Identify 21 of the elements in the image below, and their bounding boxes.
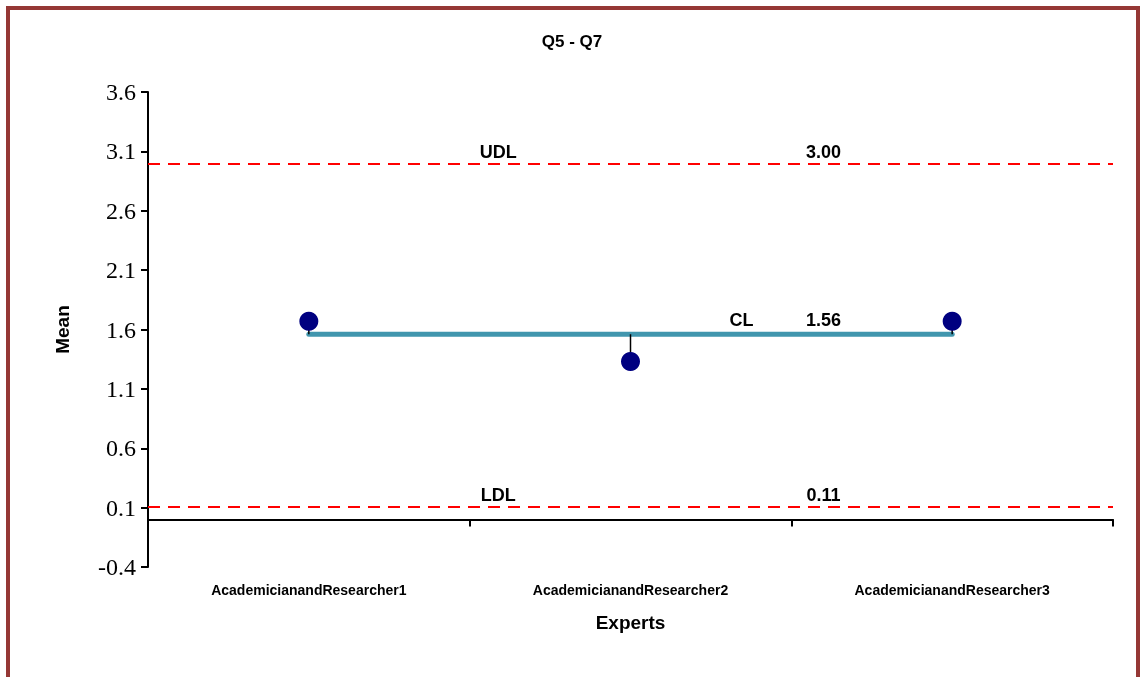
y-tick-label: 0.1 [106, 494, 136, 521]
x-axis-title: Experts [595, 612, 666, 633]
ref-line-label: LDL [480, 485, 516, 506]
y-axis-title: Mean [52, 305, 73, 354]
series-label: CL [729, 310, 754, 331]
y-tick-label: 2.1 [106, 257, 136, 284]
y-tick-label: 1.1 [106, 375, 136, 402]
y-tick-label: 2.6 [106, 197, 136, 224]
annotation: 3.00 [805, 142, 842, 163]
x-tick-label: AcademicianandResearcher1 [211, 582, 407, 598]
x-tick-label: AcademicianandResearcher2 [532, 582, 729, 598]
y-tick-label: 0.6 [106, 435, 136, 462]
annotation: 0.11 [806, 485, 841, 506]
y-tick-label: -0.4 [98, 554, 136, 580]
chart-title: Q5 - Q7 [541, 32, 603, 51]
y-tick-label: 3.1 [106, 138, 136, 165]
x-tick-label: AcademicianandResearcher3 [854, 582, 1051, 598]
ref-line-label: UDL [479, 142, 517, 163]
y-tick-label: 1.6 [106, 316, 136, 343]
annotation: 1.56 [805, 310, 842, 331]
y-tick-label: 3.6 [106, 79, 136, 105]
